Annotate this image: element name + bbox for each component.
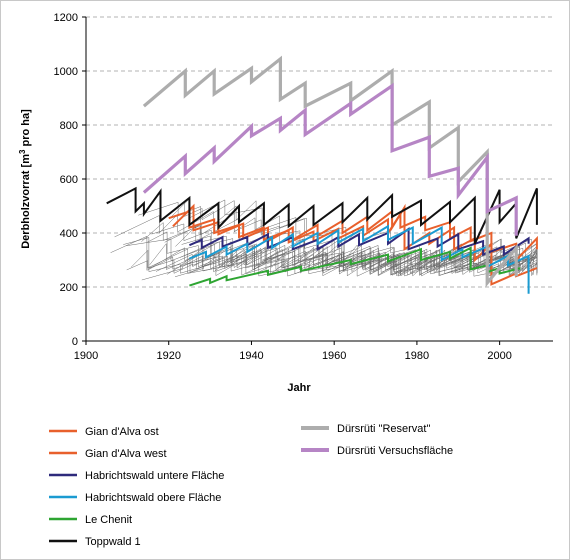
y-tick-label-0: 0 xyxy=(72,336,78,348)
legend-item-d-rsr-ti-versuchsfl-che: Dürsrüti Versuchsfläche xyxy=(301,445,453,457)
x-tick-label-1960: 1960 xyxy=(322,350,346,362)
series-line-habrichtswald-untere-fl-che xyxy=(189,226,530,257)
thin-line-20 xyxy=(175,225,538,277)
series-lines xyxy=(106,55,538,294)
series-line-d-rsr-ti-reservat xyxy=(142,55,518,288)
y-tick-label-200: 200 xyxy=(60,282,78,294)
y-tick-label-1000: 1000 xyxy=(54,66,78,78)
axes xyxy=(82,16,553,345)
thin-line-18 xyxy=(184,244,538,277)
series-line-d-rsr-ti-versuchsfl-che xyxy=(142,82,518,236)
x-tick-label-2000: 2000 xyxy=(487,350,511,362)
y-tick-label-400: 400 xyxy=(60,228,78,240)
tick-labels: 0 200 400 600 800 1000 1200 1900 1920 1940 1960 198… xyxy=(54,12,512,362)
x-tick-label-1900: 1900 xyxy=(74,350,98,362)
x-tick-label-1940: 1940 xyxy=(239,350,263,362)
y-tick-label-600: 600 xyxy=(60,174,78,186)
y-axis-title-rest: pro ha] xyxy=(20,109,32,150)
series-line-gian-d-alva-west xyxy=(172,203,538,286)
y-axis-title-superscript: 3 xyxy=(18,149,27,154)
legend-item-habrichtswald-untere-fl-che: Habrichtswald untere Fläche xyxy=(49,470,224,482)
x-axis-title: Jahr xyxy=(287,382,311,394)
thin-line-5 xyxy=(138,201,538,276)
y-tick-label-1200: 1200 xyxy=(54,12,78,24)
legend-label-gian-d-alva-west: Gian d'Alva west xyxy=(85,448,167,460)
y-axis-title: Derbholzvorrat [m3 pro ha] xyxy=(18,109,33,249)
legend-item-gian-d-alva-west: Gian d'Alva west xyxy=(49,448,167,460)
thin-line-21 xyxy=(164,223,538,276)
legend: Gian d'Alva ost Gian d'Alva west Habrichts… xyxy=(49,423,453,548)
legend-label-toppwald-1: Toppwald 1 xyxy=(85,536,141,548)
legend-label-habrichtswald-obere-fl-che: Habrichtswald obere Fläche xyxy=(85,492,221,504)
legend-item-le-chenit: Le Chenit xyxy=(49,514,132,526)
legend-item-d-rsr-ti-reservat: Dürsrüti "Reservat" xyxy=(301,423,430,435)
thin-line-23 xyxy=(141,247,538,281)
y-tick-label-800: 800 xyxy=(60,120,78,132)
legend-label-gian-d-alva-ost: Gian d'Alva ost xyxy=(85,426,159,438)
legend-label-habrichtswald-untere-fl-che: Habrichtswald untere Fläche xyxy=(85,470,224,482)
x-tick-label-1920: 1920 xyxy=(156,350,180,362)
thin-line-6 xyxy=(180,246,538,277)
legend-label-d-rsr-ti-versuchsfl-che: Dürsrüti Versuchsfläche xyxy=(337,445,453,457)
legend-item-habrichtswald-obere-fl-che: Habrichtswald obere Fläche xyxy=(49,492,221,504)
legend-label-d-rsr-ti-reservat: Dürsrüti "Reservat" xyxy=(337,423,430,435)
legend-item-toppwald-1: Toppwald 1 xyxy=(49,536,141,548)
series-line-toppwald-1 xyxy=(106,186,538,245)
legend-item-gian-d-alva-ost: Gian d'Alva ost xyxy=(49,426,159,438)
legend-label-le-chenit: Le Chenit xyxy=(85,514,132,526)
thin-line-10 xyxy=(180,238,538,277)
x-tick-label-1980: 1980 xyxy=(405,350,429,362)
thin-line-1 xyxy=(110,235,538,277)
